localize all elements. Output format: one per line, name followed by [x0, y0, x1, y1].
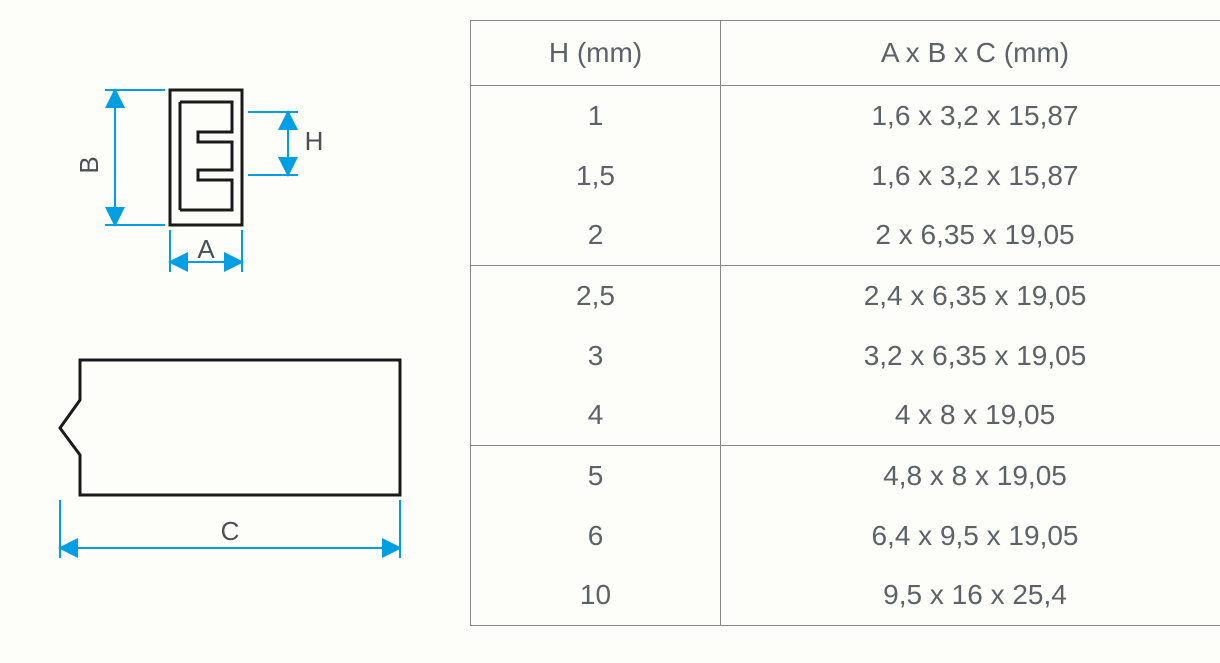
dim-label-C: C — [221, 516, 240, 546]
dim-label-B: B — [74, 156, 104, 173]
table-row: 22 x 6,35 x 19,05 — [471, 206, 1220, 266]
col-header-H: H (mm) — [471, 21, 721, 86]
table-row: 54,8 x 8 x 19,05 — [471, 446, 1220, 506]
table-row: 33,2 x 6,35 x 19,05 — [471, 326, 1220, 386]
table-row: 1,51,6 x 3,2 x 15,87 — [471, 146, 1220, 206]
table-row: 66,4 x 9,5 x 19,05 — [471, 506, 1220, 566]
table-row: 44 x 8 x 19,05 — [471, 386, 1220, 446]
table-row: 2,52,4 x 6,35 x 19,05 — [471, 266, 1220, 326]
table-row: 11,6 x 3,2 x 15,87 — [471, 86, 1220, 146]
col-header-ABC: A x B x C (mm) — [721, 21, 1220, 86]
diagrams-column: B H A — [20, 20, 440, 580]
table-row: 109,5 x 16 x 25,4 — [471, 566, 1220, 626]
dim-label-A: A — [197, 234, 215, 264]
dim-label-H: H — [305, 126, 324, 156]
table-header-row: H (mm) A x B x C (mm) — [471, 21, 1220, 86]
dimension-table-wrap: H (mm) A x B x C (mm) 11,6 x 3,2 x 15,87… — [470, 20, 1220, 626]
table-body: 11,6 x 3,2 x 15,87 1,51,6 x 3,2 x 15,87 … — [471, 86, 1220, 626]
side-view-diagram: C — [20, 340, 420, 580]
top-view-diagram: B H A — [20, 50, 340, 280]
dimension-table: H (mm) A x B x C (mm) 11,6 x 3,2 x 15,87… — [470, 20, 1220, 626]
